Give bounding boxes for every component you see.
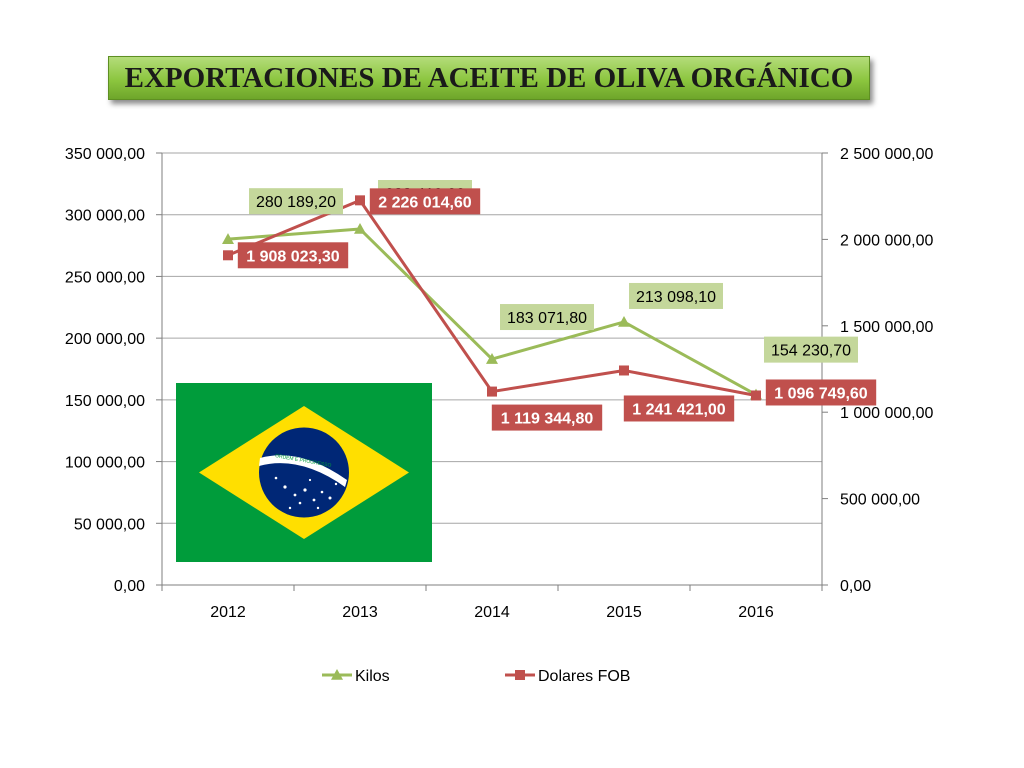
dolares-point — [223, 250, 233, 261]
kilos-point — [354, 223, 366, 234]
right-axis-tick-label: 2 000 000,00 — [840, 232, 934, 249]
series — [222, 195, 762, 401]
legend-label-dolares: Dolares FOB — [538, 668, 630, 685]
left-axis-tick-label: 150 000,00 — [65, 393, 145, 410]
dolares-data-label: 1 908 023,30 — [246, 248, 340, 265]
brazil-flag-icon: ORDEM E PROGRESSO — [176, 383, 432, 562]
right-axis-tick-label: 2 500 000,00 — [840, 146, 934, 163]
chart-title: EXPORTACIONES DE ACEITE DE OLIVA ORGÁNIC… — [124, 61, 854, 94]
left-axis-tick-label: 100 000,00 — [65, 455, 145, 472]
dolares-data-label-box — [623, 395, 735, 422]
x-axis-tick-label: 2015 — [606, 604, 642, 621]
left-axis-tick-label: 250 000,00 — [65, 269, 145, 286]
kilos-point — [486, 353, 498, 364]
right-axis-tick-label: 1 500 000,00 — [840, 319, 934, 336]
dolares-data-label: 2 226 014,60 — [378, 194, 472, 211]
kilos-data-label: 280 189,20 — [256, 194, 336, 211]
x-axis-tick-label: 2014 — [474, 604, 510, 621]
dolares-data-label-box — [369, 188, 481, 215]
x-axis-tick-label: 2013 — [342, 604, 378, 621]
dolares-data-label: 1 096 749,60 — [774, 385, 868, 402]
kilos-point — [618, 315, 630, 327]
kilos-data-label: 213 098,10 — [636, 289, 716, 306]
dolares-data-label: 1 241 421,00 — [632, 401, 726, 418]
dolares-data-label-box — [765, 379, 877, 406]
dolares-data-label: 1 119 344,80 — [501, 411, 594, 428]
left-axis-tick-label: 50 000,00 — [74, 516, 145, 533]
axes: 0,00 50 000,00 100 000,00 150 000,00 200 000… — [65, 146, 934, 621]
x-axis-tick-label: 2012 — [210, 604, 246, 621]
kilos-data-label: 154 230,70 — [771, 343, 851, 360]
legend-label-kilos: Kilos — [355, 668, 390, 685]
legend-square-marker — [515, 670, 525, 680]
right-axis-tick-label: 500 000,00 — [840, 492, 920, 509]
kilos-point — [222, 233, 234, 244]
kilos-data-label: 183 071,80 — [507, 310, 587, 327]
kilos-data-label-box — [249, 188, 343, 215]
legend: Kilos Dolares FOB — [322, 668, 630, 685]
legend-triangle-marker — [331, 669, 343, 680]
dolares-point — [619, 365, 629, 376]
left-axis-tick-label: 350 000,00 — [65, 146, 145, 163]
kilos-data-label-box — [629, 282, 723, 309]
dolares-point — [487, 386, 497, 397]
right-axis-tick-label: 0,00 — [840, 578, 871, 595]
kilos-data-label-box — [764, 336, 858, 363]
dolares-point — [355, 195, 365, 206]
left-axis-tick-label: 200 000,00 — [65, 331, 145, 348]
chart-title-banner: EXPORTACIONES DE ACEITE DE OLIVA ORGÁNIC… — [108, 56, 870, 100]
left-axis-tick-label: 0,00 — [114, 578, 145, 595]
kilos-data-label-box — [500, 304, 594, 331]
dolares-point — [751, 390, 761, 401]
right-axis-tick-label: 1 000 000,00 — [840, 405, 934, 422]
dolares-data-label-box — [491, 404, 603, 431]
left-axis-tick-label: 300 000,00 — [65, 208, 145, 225]
dolares-data-label-box — [237, 242, 349, 269]
x-axis-tick-label: 2016 — [738, 604, 774, 621]
